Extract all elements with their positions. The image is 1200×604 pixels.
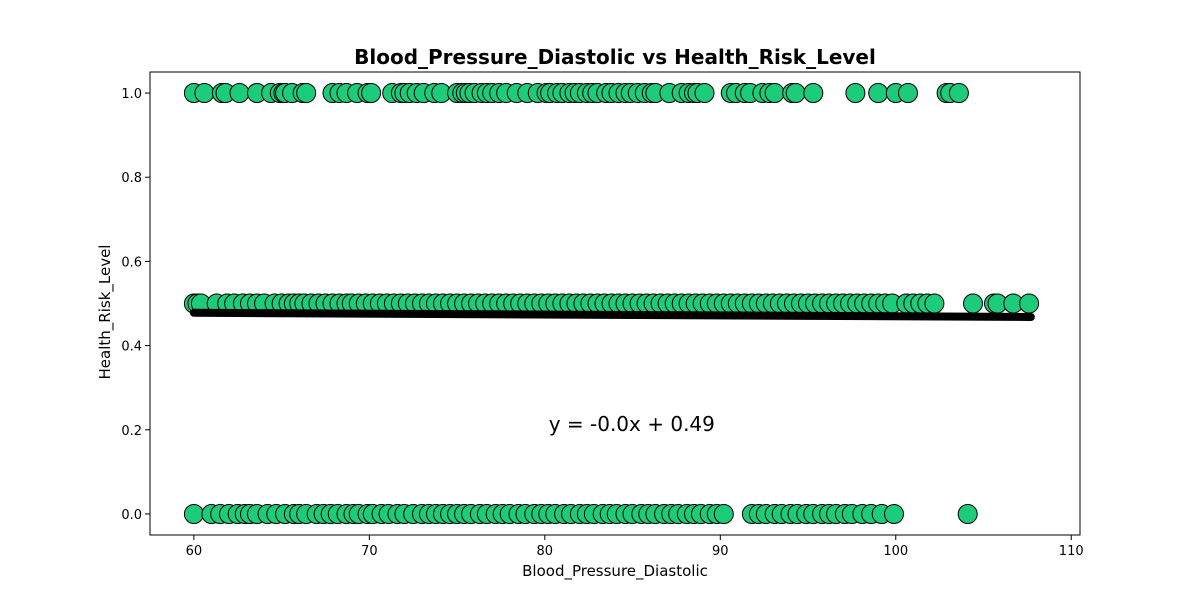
data-point: [764, 83, 785, 103]
x-tick-label: 80: [537, 544, 554, 559]
data-point: [296, 83, 317, 103]
data-point: [713, 504, 734, 524]
data-points: [183, 83, 1040, 524]
y-tick-label: 0.8: [121, 171, 142, 186]
x-tick-label: 70: [361, 544, 378, 559]
y-tick-label: 1.0: [121, 87, 142, 102]
data-point: [229, 83, 250, 103]
data-point: [963, 293, 983, 314]
x-tick-label: 60: [186, 544, 203, 559]
data-point: [1019, 293, 1040, 314]
plot-frame: [149, 71, 1081, 536]
x-tick-label: 110: [1059, 544, 1084, 559]
x-tick-label: 90: [712, 544, 729, 559]
x-axis-label: Blood_Pressure_Diastolic: [522, 562, 708, 581]
y-tick-label: 0.6: [121, 255, 142, 270]
data-point: [957, 504, 978, 524]
data-point: [785, 83, 806, 103]
x-tick-label: 100: [883, 544, 908, 559]
y-tick-label: 0.2: [121, 424, 142, 439]
data-point: [361, 83, 382, 103]
data-point: [868, 83, 889, 103]
axis-ticks: 60 70 80 90 100 110 0.0 0.2 0.4 0.6 0.8 1.0: [121, 87, 1083, 559]
data-point: [194, 83, 215, 103]
y-tick-label: 0.0: [121, 508, 142, 523]
data-point: [183, 504, 204, 524]
y-axis-label: Health_Risk_Level: [96, 245, 115, 380]
data-point: [898, 83, 918, 103]
y-tick-label: 0.4: [121, 340, 142, 355]
data-point: [884, 504, 904, 524]
regression-equation: y = -0.0x + 0.49: [549, 412, 715, 436]
data-point: [948, 83, 969, 103]
data-point: [845, 83, 866, 103]
regression-line: [189, 308, 1035, 321]
data-point: [694, 83, 715, 103]
data-point: [803, 83, 824, 103]
data-point: [924, 293, 945, 314]
chart-title: Blood_Pressure_Diastolic vs Health_Risk_…: [354, 45, 876, 69]
